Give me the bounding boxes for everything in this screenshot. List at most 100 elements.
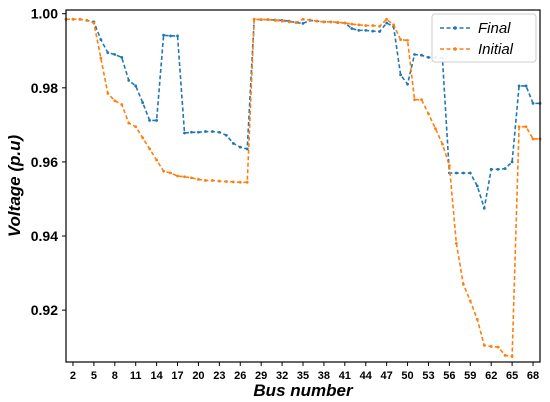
y-tick-label: 0.96 bbox=[31, 154, 58, 170]
data-point bbox=[169, 34, 172, 38]
data-point bbox=[259, 18, 263, 22]
data-point bbox=[510, 355, 514, 358]
legend: Final Initial bbox=[431, 13, 537, 63]
x-tick-label: 8 bbox=[112, 370, 118, 382]
data-point bbox=[113, 99, 117, 103]
data-point bbox=[134, 125, 138, 129]
data-point bbox=[120, 103, 124, 106]
data-point bbox=[427, 56, 430, 59]
legend-entry-final: Final bbox=[440, 20, 511, 37]
data-point bbox=[238, 180, 242, 184]
data-point bbox=[127, 79, 131, 82]
data-point bbox=[413, 53, 416, 56]
data-point bbox=[183, 175, 186, 179]
data-point bbox=[210, 130, 214, 133]
data-point bbox=[141, 101, 145, 105]
data-point bbox=[496, 345, 500, 349]
data-point bbox=[343, 21, 347, 25]
y-axis-ticks: 0.92 0.94 0.96 0.98 1.00 bbox=[31, 6, 66, 318]
data-point bbox=[489, 345, 493, 348]
data-point bbox=[162, 169, 165, 173]
data-point bbox=[169, 171, 172, 175]
x-tick-label: 65 bbox=[506, 370, 518, 382]
data-point bbox=[350, 27, 354, 30]
data-point bbox=[503, 353, 507, 357]
data-point bbox=[141, 136, 145, 140]
legend-label: Final bbox=[478, 20, 511, 37]
y-tick-label: 0.94 bbox=[31, 228, 58, 244]
data-point bbox=[517, 125, 521, 129]
data-point bbox=[420, 98, 423, 102]
data-point bbox=[371, 24, 375, 27]
data-point bbox=[106, 51, 110, 55]
data-point bbox=[204, 130, 207, 133]
x-tick-label: 50 bbox=[401, 370, 413, 382]
data-point bbox=[231, 180, 235, 184]
x-tick-label: 20 bbox=[192, 370, 204, 382]
data-point bbox=[148, 119, 152, 122]
data-point bbox=[224, 133, 228, 137]
data-point bbox=[252, 17, 256, 21]
x-tick-label: 38 bbox=[318, 370, 330, 382]
data-point bbox=[217, 179, 221, 183]
data-point bbox=[357, 28, 361, 32]
data-point bbox=[148, 147, 152, 151]
data-point bbox=[155, 158, 159, 162]
data-point bbox=[308, 18, 312, 22]
data-point bbox=[385, 21, 389, 25]
data-point bbox=[496, 167, 500, 171]
data-point bbox=[364, 24, 368, 27]
x-tick-label: 35 bbox=[297, 370, 309, 382]
x-tick-label: 53 bbox=[422, 370, 434, 382]
data-point bbox=[434, 127, 437, 130]
data-point bbox=[113, 53, 117, 56]
data-point bbox=[190, 176, 193, 180]
data-point bbox=[447, 164, 451, 168]
data-point bbox=[441, 142, 444, 146]
data-point bbox=[461, 171, 465, 175]
data-point bbox=[224, 180, 228, 183]
data-point bbox=[322, 20, 326, 24]
data-point bbox=[294, 21, 298, 24]
legend-label: Initial bbox=[478, 41, 514, 58]
data-point bbox=[399, 73, 402, 77]
x-tick-label: 32 bbox=[276, 370, 288, 382]
x-tick-label: 56 bbox=[443, 370, 455, 382]
data-point bbox=[245, 147, 249, 151]
data-point bbox=[78, 17, 82, 21]
legend-entry-initial: Initial bbox=[440, 41, 514, 58]
data-point bbox=[71, 17, 75, 21]
data-point bbox=[301, 17, 305, 21]
data-point bbox=[238, 145, 242, 149]
y-tick-label: 0.98 bbox=[31, 80, 58, 96]
data-point bbox=[482, 343, 486, 347]
y-axis-title: Voltage (p.u) bbox=[5, 135, 24, 238]
data-point bbox=[127, 121, 131, 125]
data-point bbox=[413, 98, 416, 102]
data-point bbox=[287, 20, 291, 24]
data-point bbox=[176, 174, 179, 178]
x-tick-label: 68 bbox=[527, 370, 539, 382]
x-axis-title: Bus number bbox=[253, 381, 354, 400]
data-point bbox=[134, 84, 138, 88]
data-point bbox=[280, 19, 284, 23]
data-point bbox=[524, 84, 528, 88]
data-point bbox=[92, 21, 96, 25]
legend-swatch-marker bbox=[453, 26, 457, 30]
x-tick-label: 14 bbox=[150, 370, 163, 382]
data-point bbox=[266, 18, 270, 22]
data-point bbox=[454, 242, 458, 245]
data-point bbox=[371, 29, 375, 33]
data-point bbox=[420, 53, 423, 57]
data-point bbox=[329, 20, 333, 24]
data-point bbox=[517, 84, 521, 88]
data-point bbox=[315, 19, 319, 23]
data-point bbox=[461, 282, 465, 286]
data-point bbox=[392, 23, 396, 27]
data-point bbox=[217, 130, 221, 134]
data-point bbox=[531, 137, 535, 141]
data-point bbox=[210, 179, 214, 182]
x-axis-ticks: 2 5 8 11 14 17 20 23 26 29 32 35 38 41 44 47 50 53 56 59 62 6… bbox=[70, 362, 539, 382]
